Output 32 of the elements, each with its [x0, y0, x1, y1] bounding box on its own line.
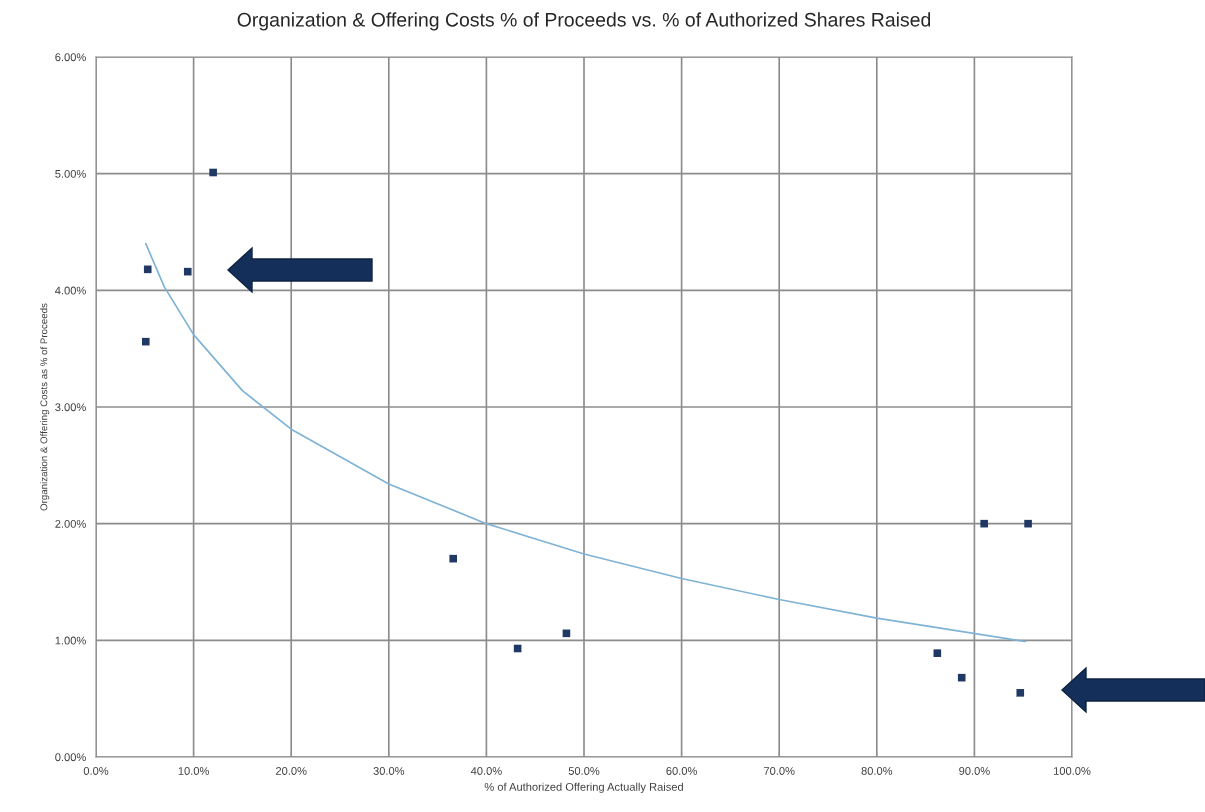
x-tick-label: 40.0%: [470, 767, 502, 775]
y-tick-label: 2.00%: [55, 519, 86, 528]
point: [980, 519, 988, 528]
x-tick-label: 60.0%: [666, 767, 697, 775]
y-tick-label: 5.00%: [55, 169, 86, 178]
point: [957, 673, 966, 682]
point: [1024, 519, 1032, 528]
point: [141, 337, 150, 346]
point: [933, 649, 942, 657]
point: [1016, 689, 1025, 697]
chart-title: Organization & Offering Costs % of Proceeds vs. % of Authorized Shares Raised: [237, 12, 931, 31]
y-tick-label: 0.00%: [55, 753, 86, 762]
y-tick-label: 6.00%: [55, 53, 86, 62]
x-axis-title: % of Authorized Offering Actually Raised: [484, 782, 683, 793]
point: [449, 554, 458, 563]
y-tick-label: 3.00%: [55, 403, 86, 412]
x-tick-label: 50.0%: [568, 767, 600, 775]
y-axis-title: Organization & Offering Costs as % of Proceeds: [40, 303, 50, 511]
line-series: [144, 242, 1026, 643]
point: [183, 267, 192, 276]
x-tick-label: 80.0%: [861, 767, 893, 775]
y-tick-label: 4.00%: [55, 286, 86, 295]
point: [143, 265, 152, 274]
x-tick-label: 0.0%: [83, 767, 109, 775]
point: [209, 168, 217, 177]
x-tick-label: 10.0%: [178, 767, 209, 775]
y-tick-label: 1.00%: [55, 636, 86, 645]
x-tick-label: 100.0%: [1054, 767, 1091, 775]
x-tick-label: 70.0%: [764, 767, 795, 775]
x-tick-label: 30.0%: [373, 767, 405, 775]
x-tick-label: 90.0%: [959, 767, 990, 775]
x-tick-label: 20.0%: [276, 767, 307, 775]
